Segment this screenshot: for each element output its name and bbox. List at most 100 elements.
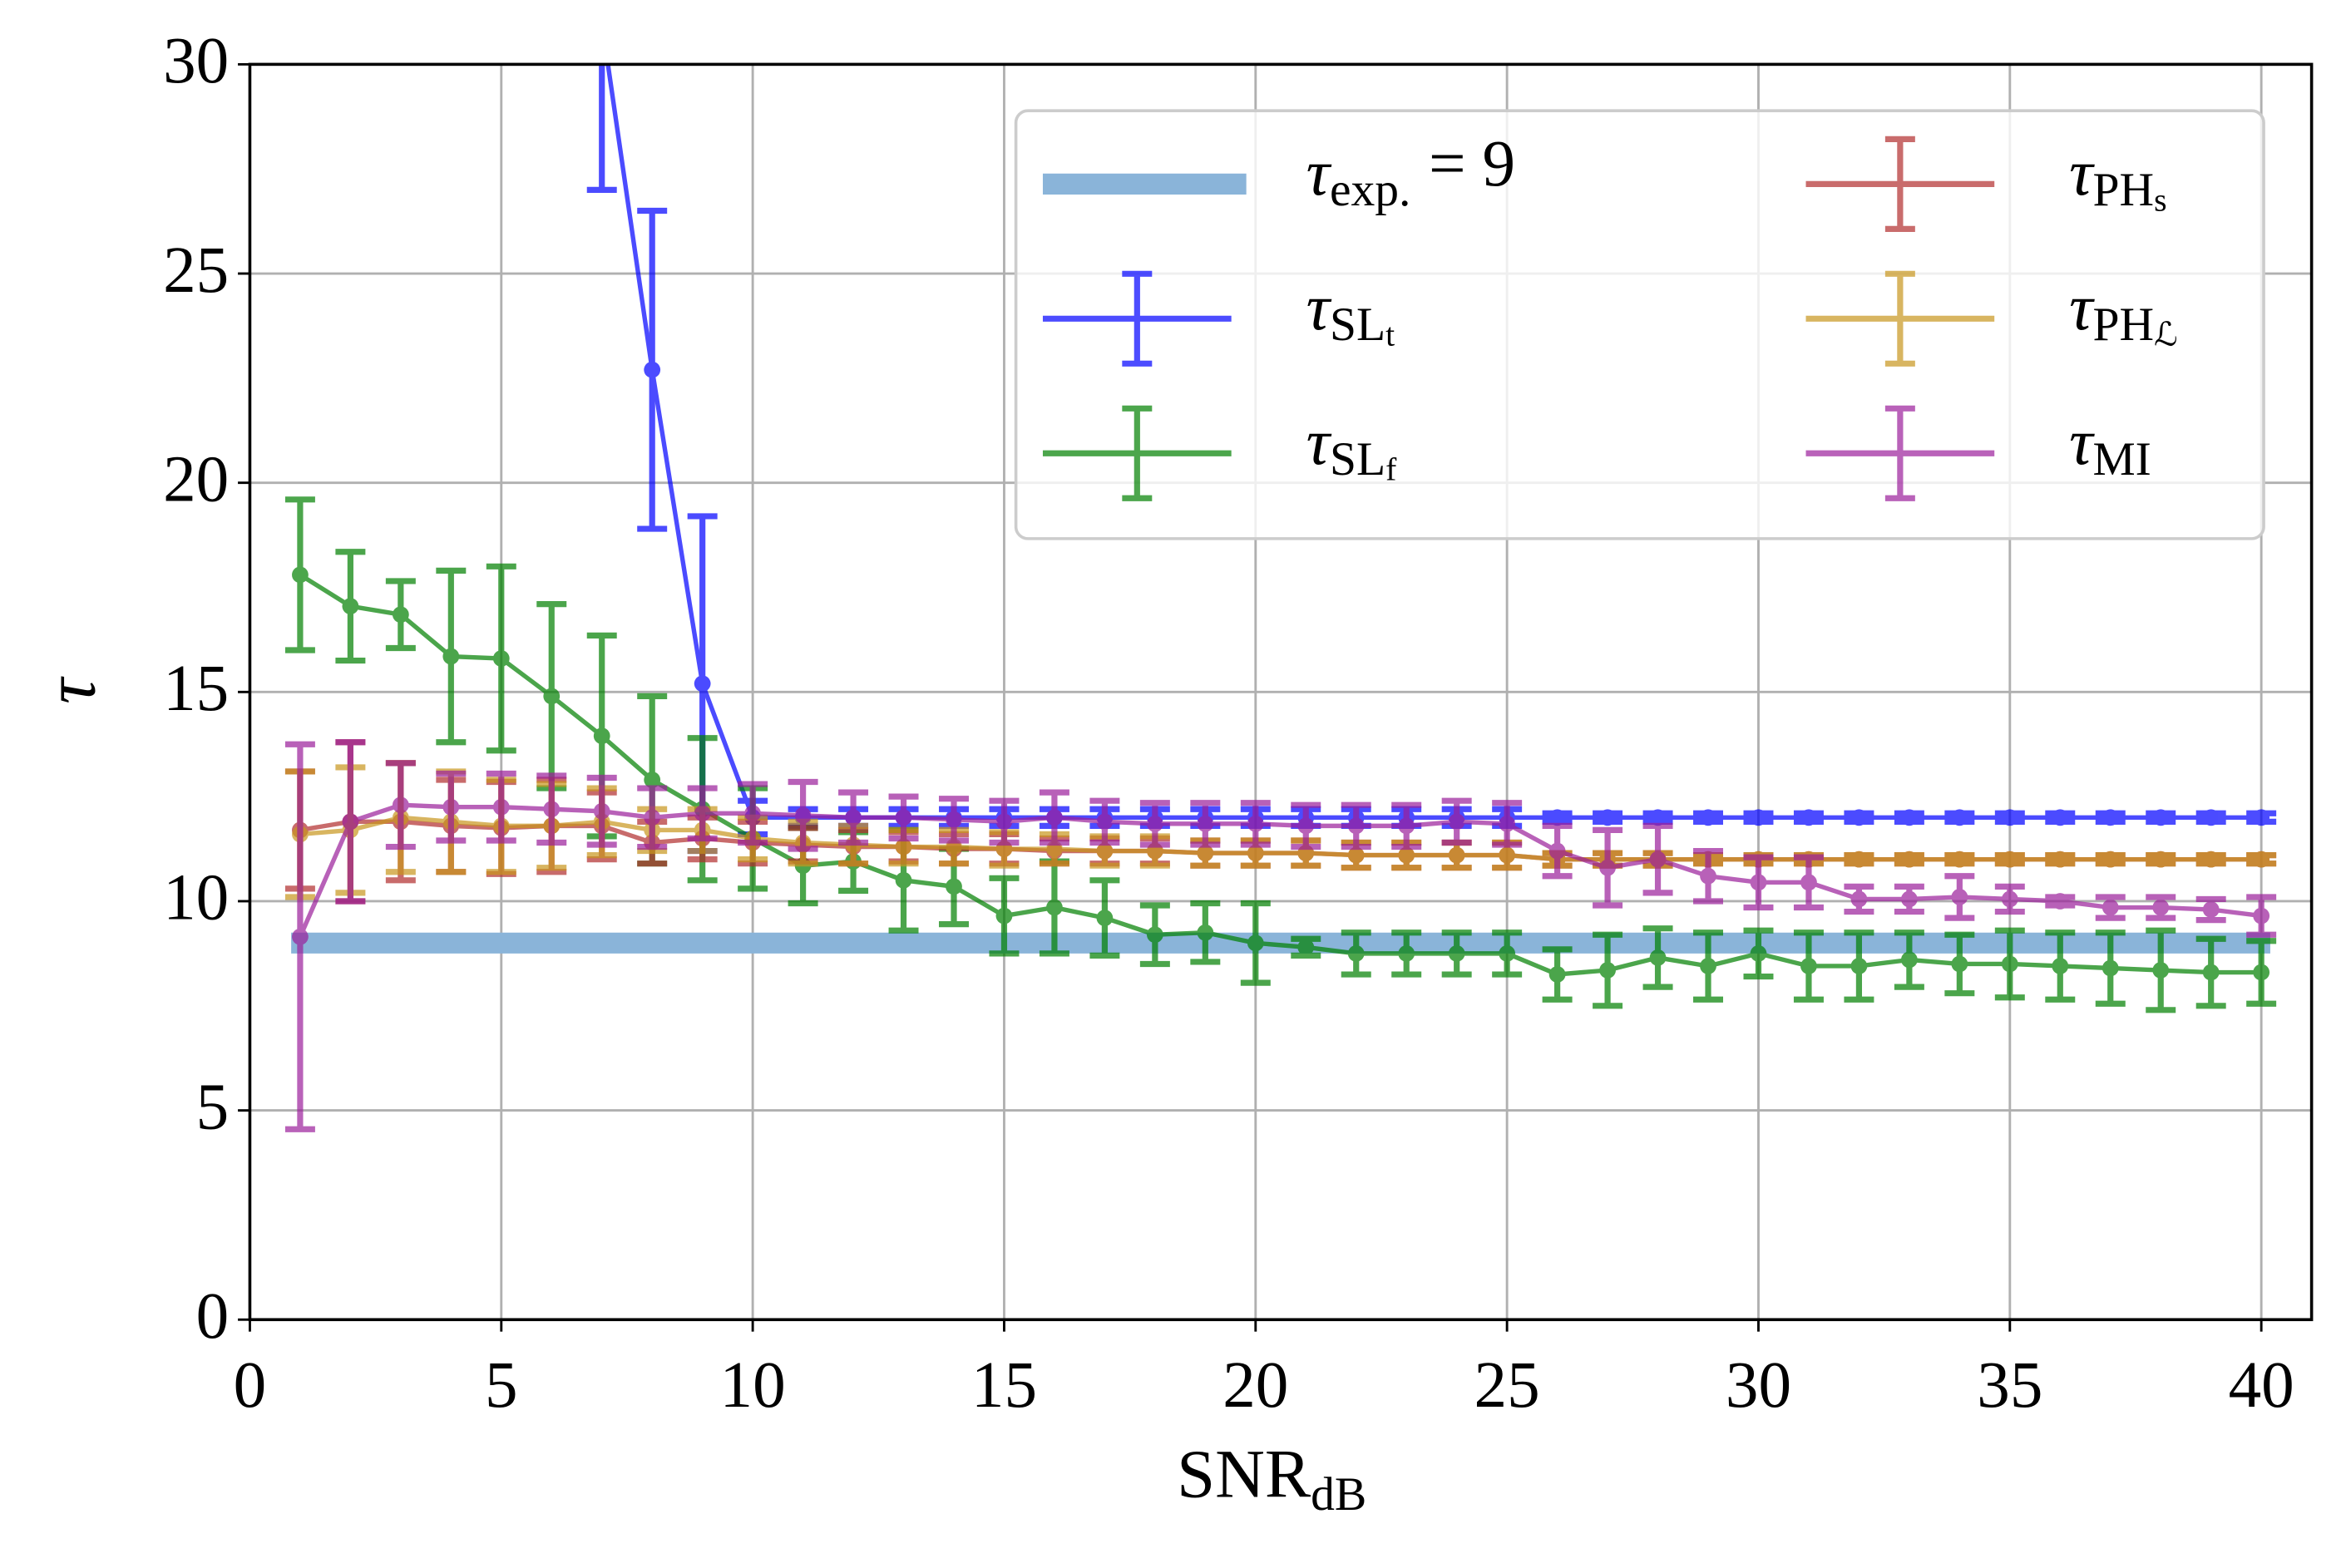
marker [1297, 817, 1315, 835]
marker [1599, 962, 1616, 979]
marker [1499, 815, 1516, 832]
marker [1499, 944, 1516, 962]
x-axis-label: SNRdB [1177, 1436, 1366, 1521]
legend-handle [1805, 136, 1995, 232]
marker [1850, 958, 1868, 974]
y-tick-label: 20 [163, 442, 229, 515]
marker [1649, 949, 1667, 966]
marker [1548, 966, 1566, 983]
legend-symbol: τ [1306, 136, 1332, 210]
y-axis-label: τ [30, 676, 110, 704]
x-tick-label: 40 [2229, 1349, 2294, 1422]
marker [342, 598, 359, 615]
legend-label: τMI [2069, 406, 2151, 486]
legend-subsub: t [1385, 317, 1395, 353]
x-tick-label: 0 [234, 1349, 267, 1422]
marker [1800, 809, 1817, 826]
marker [1800, 874, 1817, 891]
marker [1297, 939, 1315, 956]
marker [1951, 851, 1968, 868]
marker [845, 809, 862, 826]
marker [1197, 845, 1214, 861]
marker [1197, 815, 1214, 832]
marker [2202, 964, 2220, 981]
marker [1448, 813, 1465, 831]
x-tick-label: 15 [971, 1349, 1037, 1422]
marker [1548, 842, 1566, 860]
legend-subsub: f [1385, 451, 1397, 488]
marker [1247, 845, 1264, 861]
marker [1750, 874, 1767, 891]
marker [1649, 851, 1667, 868]
legend-symbol: τ [2069, 136, 2095, 210]
marker [2102, 809, 2119, 826]
marker [392, 606, 409, 624]
legend-label: τPHs [2069, 136, 2166, 219]
marker [2152, 899, 2170, 916]
marker [2052, 851, 2069, 868]
marker [1700, 958, 1716, 974]
marker [895, 871, 912, 889]
marker [946, 811, 962, 828]
marker [2052, 958, 2069, 974]
marker [543, 688, 561, 705]
marker [2253, 907, 2270, 925]
x-tick-label: 30 [1726, 1349, 1791, 1422]
marker [1951, 955, 1968, 973]
marker [2152, 851, 2170, 868]
y-tick-label: 5 [196, 1070, 230, 1143]
plot-area [284, 64, 2277, 1132]
marker [1750, 809, 1767, 826]
legend-sub: PH [2093, 164, 2155, 216]
marker [2202, 851, 2220, 868]
marker [1046, 899, 1063, 916]
marker [2052, 809, 2069, 826]
marker [946, 878, 962, 895]
marker [1146, 815, 1163, 832]
marker [995, 907, 1013, 925]
marker [442, 648, 460, 665]
marker [292, 928, 309, 945]
marker [895, 838, 912, 855]
x-axis-label-main: SNR [1177, 1436, 1311, 1512]
marker [1096, 813, 1114, 831]
x-tick-label: 10 [720, 1349, 786, 1422]
marker [1700, 867, 1716, 885]
marker [1197, 924, 1214, 941]
legend-label: τPHℒ [2069, 271, 2177, 353]
legend-subsub: ℒ [2154, 317, 2178, 353]
legend-handle [1805, 405, 1995, 501]
marker [2202, 901, 2220, 918]
legend-rest: = 9 [1429, 127, 1515, 200]
legend-label: τSLf [1306, 406, 1398, 488]
legend-handle [1042, 405, 1232, 501]
series-line [299, 815, 2262, 862]
marker [2001, 890, 2018, 908]
x-tick-label: 5 [485, 1349, 518, 1422]
marker [1951, 809, 1968, 826]
marker [392, 796, 409, 814]
marker [694, 805, 711, 822]
marker [2202, 809, 2220, 826]
x-tick-label: 20 [1222, 1349, 1288, 1422]
x-tick-label: 35 [1977, 1349, 2042, 1422]
marker [2001, 955, 2018, 973]
marker [2152, 809, 2170, 826]
y-tick-label: 25 [163, 234, 229, 307]
marker [593, 727, 610, 745]
marker [1548, 809, 1566, 826]
marker [1900, 890, 1918, 908]
series-line [298, 802, 2262, 938]
legend-sub: SL [1330, 433, 1385, 486]
marker [1347, 817, 1365, 835]
marker [2102, 851, 2119, 868]
marker [1499, 846, 1516, 864]
marker [1247, 815, 1264, 832]
marker [2102, 959, 2119, 977]
y-tick-label: 10 [163, 861, 229, 934]
marker [694, 675, 711, 693]
marker [744, 805, 762, 822]
marker [492, 650, 510, 667]
marker [1398, 817, 1415, 835]
